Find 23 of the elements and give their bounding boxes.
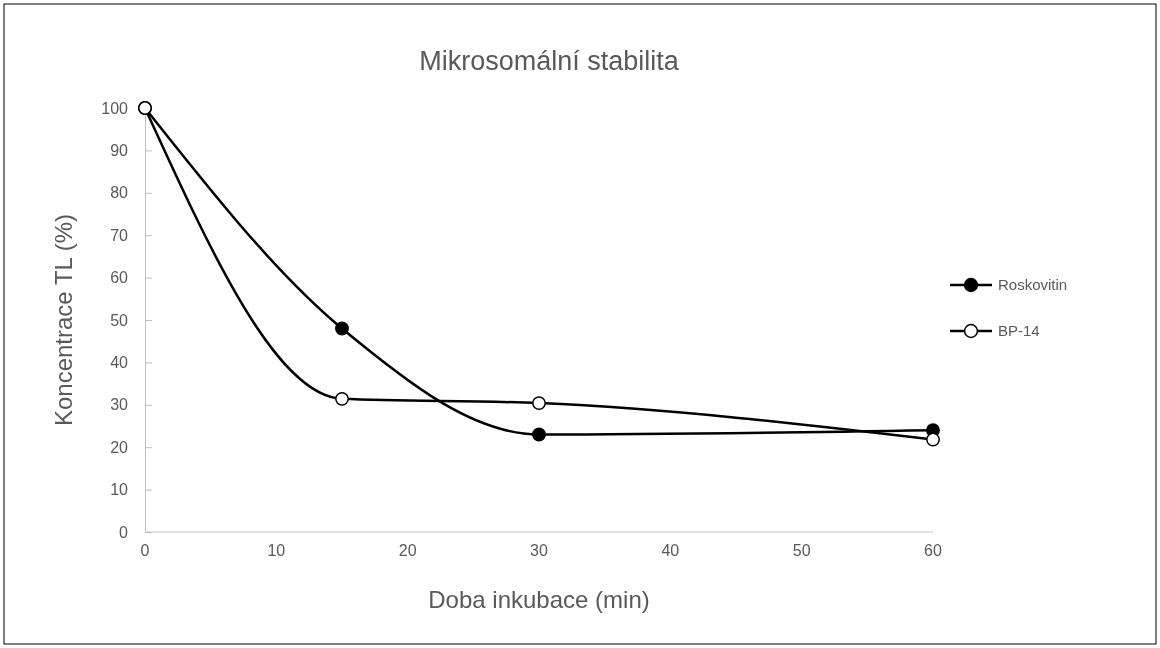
y-tick-label: 10 <box>110 481 129 499</box>
y-axis-title: Koncentrace TL (%) <box>50 213 77 427</box>
y-tick-label: 100 <box>101 99 129 117</box>
x-tick-label: 30 <box>530 542 548 559</box>
y-tick-label: 90 <box>110 142 129 160</box>
legend-label: Roskovitin <box>998 276 1068 293</box>
y-tick-label: 40 <box>110 354 129 372</box>
x-tick-label: 60 <box>924 542 942 559</box>
x-tick-label: 0 <box>140 542 150 559</box>
y-tick-label: 0 <box>119 523 129 541</box>
chart-title: Mikrosomální stabilita <box>419 46 680 76</box>
y-tick-label: 70 <box>110 226 129 244</box>
x-axis-title: Doba inkubace (min) <box>428 586 650 613</box>
y-tick-label: 50 <box>110 311 129 329</box>
legend-label: BP-14 <box>998 322 1040 339</box>
y-tick-label: 30 <box>110 396 129 414</box>
y-tick-label: 80 <box>110 184 129 202</box>
x-tick-label: 10 <box>267 542 286 559</box>
y-tick-label: 20 <box>110 438 129 456</box>
x-tick-label: 40 <box>661 542 680 559</box>
y-tick-label: 60 <box>110 269 129 287</box>
x-tick-label: 20 <box>398 542 417 559</box>
x-tick-label: 50 <box>792 542 811 559</box>
